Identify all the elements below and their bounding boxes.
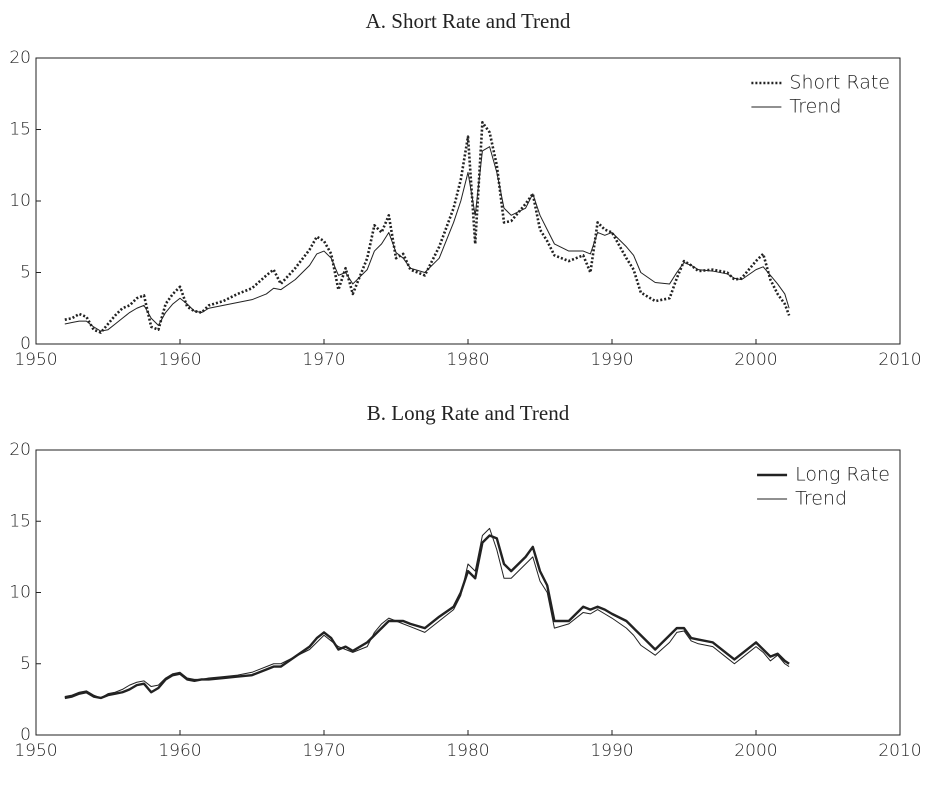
y-tick-label: 10	[9, 191, 31, 211]
x-tick-label: 2000	[734, 350, 777, 370]
y-tick-label: 20	[9, 48, 31, 68]
y-tick-label: 0	[20, 334, 31, 354]
x-tick-label: 1970	[302, 741, 345, 761]
series-line	[64, 527, 790, 699]
series-line	[64, 121, 791, 334]
y-tick-label: 20	[9, 440, 31, 460]
legend-label: Trend	[789, 96, 841, 118]
x-tick-label: 1960	[158, 350, 201, 370]
legend-label: Long Rate	[795, 464, 890, 486]
x-tick-label: 1980	[446, 350, 489, 370]
x-tick-label: 2010	[878, 741, 921, 761]
x-tick-label: 2000	[734, 741, 777, 761]
chart-title: B. Long Rate and Trend	[367, 401, 570, 425]
y-tick-label: 5	[20, 263, 31, 283]
x-tick-label: 1980	[446, 741, 489, 761]
series-line	[64, 534, 790, 700]
x-tick-label: 1970	[302, 350, 345, 370]
x-tick-label: 2010	[878, 350, 921, 370]
x-tick-label: 1950	[14, 350, 57, 370]
y-tick-label: 0	[20, 725, 31, 745]
y-tick-label: 15	[9, 120, 31, 140]
y-tick-label: 15	[9, 511, 31, 531]
chart-title: A. Short Rate and Trend	[366, 9, 571, 33]
y-tick-label: 10	[9, 583, 31, 603]
y-tick-label: 5	[20, 654, 31, 674]
x-tick-label: 1990	[590, 350, 633, 370]
plot-frame	[35, 57, 901, 345]
x-tick-label: 1960	[158, 741, 201, 761]
plot-frame	[35, 449, 901, 736]
x-tick-label: 1990	[590, 741, 633, 761]
legend-label: Trend	[795, 488, 847, 510]
legend-label: Short Rate	[789, 72, 890, 94]
series-line	[64, 146, 790, 332]
x-tick-label: 1950	[14, 741, 57, 761]
